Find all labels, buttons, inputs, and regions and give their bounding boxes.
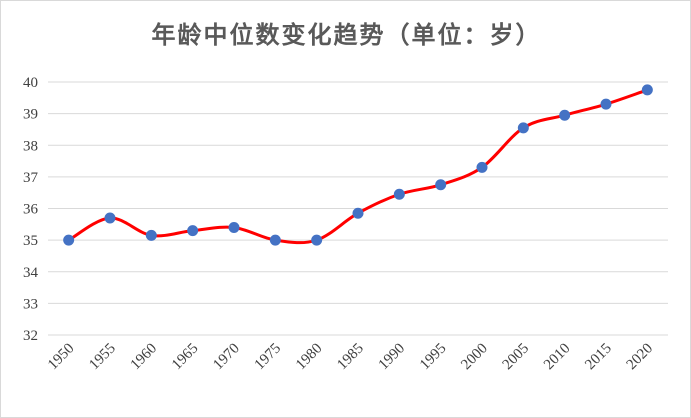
y-tick-label: 34 <box>23 265 39 281</box>
data-point-1975 <box>269 234 281 246</box>
x-tick-label: 1970 <box>210 341 243 374</box>
data-point-2020 <box>641 84 653 96</box>
data-point-1950 <box>63 234 75 246</box>
data-point-1970 <box>228 221 240 233</box>
y-tick-label: 32 <box>23 328 38 344</box>
y-tick-label: 36 <box>23 202 39 218</box>
x-tick-label: 2020 <box>624 341 657 374</box>
data-point-1990 <box>393 188 405 200</box>
data-point-2015 <box>600 98 612 110</box>
y-tick-label: 37 <box>23 170 39 186</box>
data-point-1960 <box>145 229 157 241</box>
chart-title: 年龄中位数变化趋势（单位：岁） <box>151 21 542 49</box>
x-tick-label: 1950 <box>45 341 78 374</box>
data-point-1955 <box>104 212 116 224</box>
y-tick-label: 40 <box>23 75 38 91</box>
y-tick-label: 33 <box>23 296 38 312</box>
data-point-1980 <box>311 234 323 246</box>
x-tick-label: 1990 <box>376 341 409 374</box>
data-point-2005 <box>517 122 529 134</box>
data-point-2000 <box>476 161 488 173</box>
y-tick-label: 38 <box>23 138 38 154</box>
x-tick-label: 1995 <box>417 341 450 374</box>
x-tick-label: 1960 <box>128 341 161 374</box>
data-point-1985 <box>352 207 364 219</box>
y-tick-label: 39 <box>23 107 38 123</box>
x-tick-label: 2015 <box>582 341 615 374</box>
x-tick-label: 1985 <box>334 341 367 374</box>
data-point-1995 <box>435 179 447 191</box>
x-tick-label: 1980 <box>293 341 326 374</box>
x-tick-label: 1975 <box>252 341 285 374</box>
data-point-1965 <box>187 225 199 237</box>
x-tick-label: 2010 <box>541 341 574 374</box>
x-tick-label: 2000 <box>458 341 491 374</box>
data-point-2010 <box>559 109 571 121</box>
y-tick-label: 35 <box>23 233 38 249</box>
x-tick-label: 1955 <box>86 341 119 374</box>
x-tick-label: 1965 <box>169 341 202 374</box>
x-tick-label: 2005 <box>500 341 533 374</box>
